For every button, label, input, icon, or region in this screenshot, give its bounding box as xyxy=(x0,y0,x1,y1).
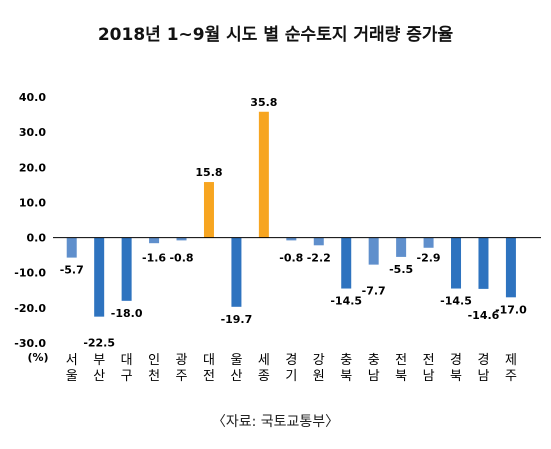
y-tick-label: 30.0 xyxy=(19,126,46,139)
value-label: -22.5 xyxy=(83,337,115,350)
value-labels-group: -5.7-22.5-18.0-1.6 -0.815.8-19.735.8-0.8-… xyxy=(60,96,527,350)
value-label: 15.8 xyxy=(195,166,222,179)
bar-5 xyxy=(176,237,187,241)
value-label: -0.8 xyxy=(279,252,303,265)
y-axis-unit-label: (%) xyxy=(27,351,48,364)
y-tick-label: 40.0 xyxy=(19,91,46,104)
y-tick-label: 10.0 xyxy=(19,196,46,209)
bar-1 xyxy=(66,237,77,258)
bar-8 xyxy=(258,111,269,238)
y-tick-label: 20.0 xyxy=(19,161,46,174)
bar-11 xyxy=(341,237,352,289)
chart-title: 2018년 1~9월 시도 별 순수토지 거래량 증가율 xyxy=(97,25,454,45)
bar-2 xyxy=(94,237,105,317)
bar-7 xyxy=(231,237,242,307)
bar-3 xyxy=(121,237,132,301)
value-label: -0.8 xyxy=(169,252,193,265)
value-label: -14.5 xyxy=(330,295,362,308)
value-label: -5.7 xyxy=(60,264,84,277)
bar-14 xyxy=(423,237,434,248)
bars-group xyxy=(66,111,516,317)
bar-16 xyxy=(478,237,489,289)
y-tick-label: -20.0 xyxy=(14,302,46,315)
bar-15 xyxy=(451,237,462,289)
bar-12 xyxy=(368,237,379,265)
value-label: -1.6 xyxy=(142,252,166,265)
source-note: 〈자료: 국토교통부〉 xyxy=(211,414,340,430)
value-label: -14.6 xyxy=(468,309,500,322)
y-tick-label: -10.0 xyxy=(14,267,46,280)
value-label: -2.2 xyxy=(307,252,331,265)
category-labels-group: 서 울 부 산 대 구 인 천 광 주 대 전 울 산 세 종 경 기 강 원 충 북 충 남 전 북 전 남 경 북 경 남 제 주 xyxy=(66,353,517,384)
value-label: -18.0 xyxy=(111,307,143,320)
value-label: -19.7 xyxy=(221,313,253,326)
value-label: 35.8 xyxy=(250,96,277,109)
bar-13 xyxy=(396,237,407,257)
y-axis-ticks: 40.0 30.0 20.0 10.0 0.0 -10.0 -20.0 -30.0 xyxy=(14,91,46,350)
value-label: -7.7 xyxy=(362,285,386,298)
value-label: -5.5 xyxy=(389,263,413,276)
bar-4 xyxy=(149,237,160,244)
value-label: -2.9 xyxy=(417,252,441,265)
y-tick-label: 0.0 xyxy=(27,232,47,245)
value-label: -14.5 xyxy=(440,295,472,308)
bar-17 xyxy=(505,237,516,298)
y-tick-label: -30.0 xyxy=(14,337,46,350)
bar-6 xyxy=(203,182,214,238)
bar-9 xyxy=(286,237,297,241)
bar-10 xyxy=(313,237,324,246)
value-label: -17.0 xyxy=(495,303,527,316)
